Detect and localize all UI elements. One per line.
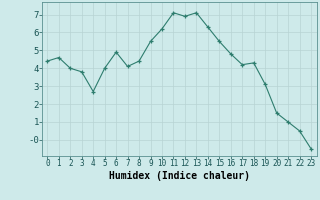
X-axis label: Humidex (Indice chaleur): Humidex (Indice chaleur)	[109, 171, 250, 181]
